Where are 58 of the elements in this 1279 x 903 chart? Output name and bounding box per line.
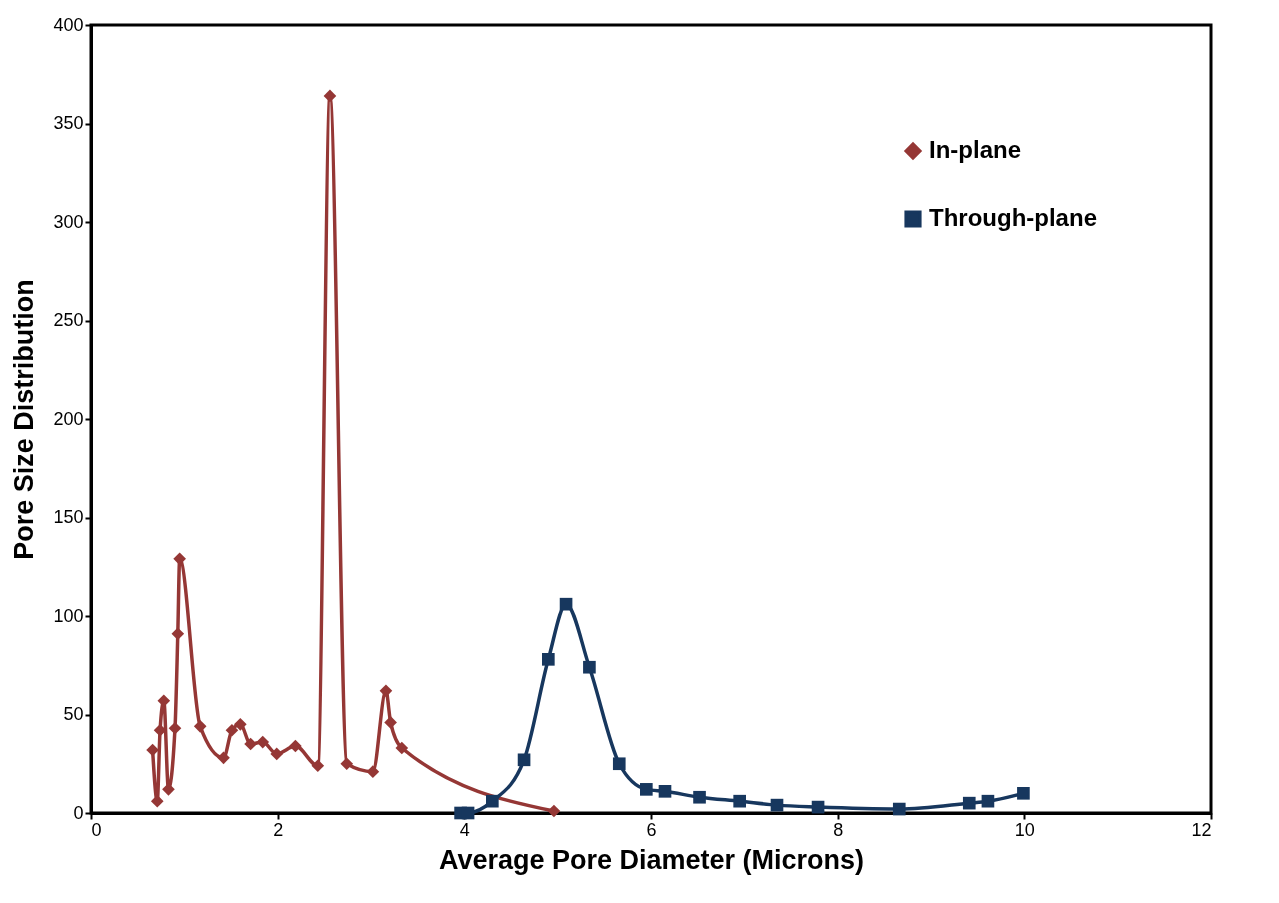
point — [395, 741, 409, 755]
x-tick-label: 12 — [1191, 819, 1212, 840]
point — [150, 794, 164, 808]
y-tick-label: 400 — [53, 14, 84, 35]
y-axis-title: Pore Size Distribution — [9, 279, 40, 560]
point — [366, 765, 380, 778]
y-tick-label: 350 — [53, 113, 84, 133]
point — [892, 802, 906, 816]
y-tick-label: 150 — [53, 507, 84, 527]
point — [289, 739, 302, 753]
point — [583, 660, 596, 674]
y-tick-label: 50 — [63, 704, 84, 724]
y-tick-label: 0 — [73, 802, 84, 823]
point — [981, 794, 995, 808]
point — [640, 783, 653, 796]
point — [146, 743, 159, 757]
point — [559, 597, 573, 611]
point — [311, 759, 325, 773]
y-tick-label: 250 — [53, 310, 84, 330]
x-tick-label: 10 — [1014, 819, 1035, 840]
point — [962, 796, 976, 810]
point — [244, 737, 257, 751]
x-tick-label: 6 — [646, 819, 657, 840]
point — [168, 721, 182, 735]
legend-label: In-plane — [929, 136, 1022, 163]
legend-label: Through-plane — [929, 204, 1097, 231]
y-tick-label: 300 — [53, 211, 84, 232]
x-tick-label: 4 — [459, 819, 470, 840]
point — [658, 785, 672, 798]
point — [173, 552, 186, 566]
point — [217, 751, 230, 765]
y-tick-label: 100 — [53, 605, 84, 626]
point — [542, 653, 555, 666]
point — [461, 806, 475, 820]
x-tick-label: 0 — [91, 819, 102, 840]
point — [1017, 786, 1030, 800]
point — [486, 794, 499, 808]
x-axis-title: Average Pore Diameter (Microns) — [438, 844, 865, 875]
point — [193, 720, 207, 733]
point — [256, 735, 270, 749]
point — [270, 747, 284, 761]
point — [340, 757, 354, 771]
point — [171, 627, 185, 641]
y-tick-label: 200 — [53, 408, 84, 429]
point — [733, 794, 746, 808]
point — [225, 723, 239, 737]
point — [384, 716, 397, 729]
point — [612, 757, 626, 771]
point — [770, 798, 784, 812]
x-tick-label: 2 — [273, 819, 284, 840]
point — [234, 718, 247, 731]
point — [811, 800, 825, 814]
point — [693, 790, 706, 804]
x-tick-label: 8 — [833, 819, 844, 840]
point — [323, 89, 337, 103]
point — [379, 684, 393, 698]
point — [517, 753, 531, 767]
point — [547, 804, 561, 818]
